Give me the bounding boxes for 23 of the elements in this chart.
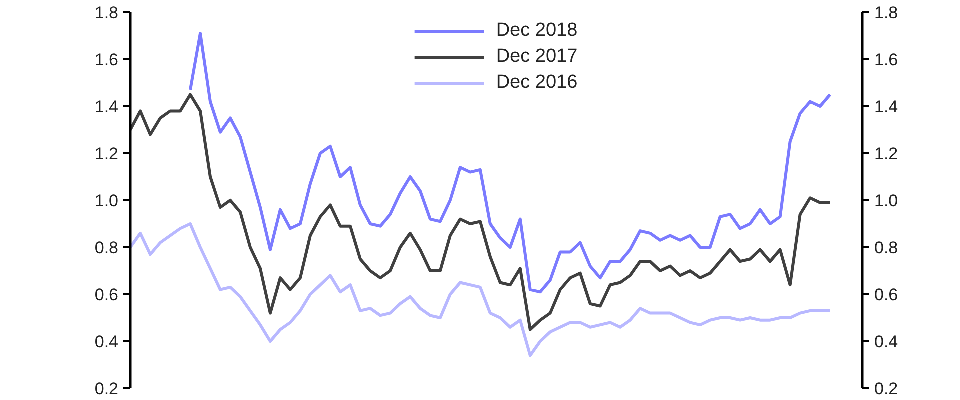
y2-tick-label: 1.4 [874,98,898,116]
y-tick-label: 1.8 [94,4,119,22]
y-tick-label: 0.8 [94,238,119,258]
y-tick-label: 1.4 [94,98,119,116]
line-series [130,93,832,332]
y2-tick-label: 0.8 [874,238,898,258]
legend-label: Dec 2018 [496,20,578,42]
legend-label: Dec 2016 [496,72,578,94]
y-tick-label: 1.6 [94,50,119,70]
y2-tick-label: 1.2 [874,144,898,164]
y-tick-label: 0.4 [94,332,119,352]
legend-label: Dec 2017 [496,46,578,68]
y2-tick-label: 0.4 [874,332,898,352]
y-tick-label: 1.2 [94,144,119,164]
y2-tick-label: 0.6 [874,286,898,304]
y-tick-label: 0.6 [94,286,119,304]
y2-tick-label: 1.6 [874,50,898,70]
line-series [130,222,832,358]
y2-tick-label: 1.8 [874,4,898,22]
y-tick-label: 1.0 [94,192,119,210]
y2-tick-label: 1.0 [874,192,898,210]
y2-tick-label: 0.2 [874,380,898,398]
y-tick-label: 0.2 [94,380,119,398]
